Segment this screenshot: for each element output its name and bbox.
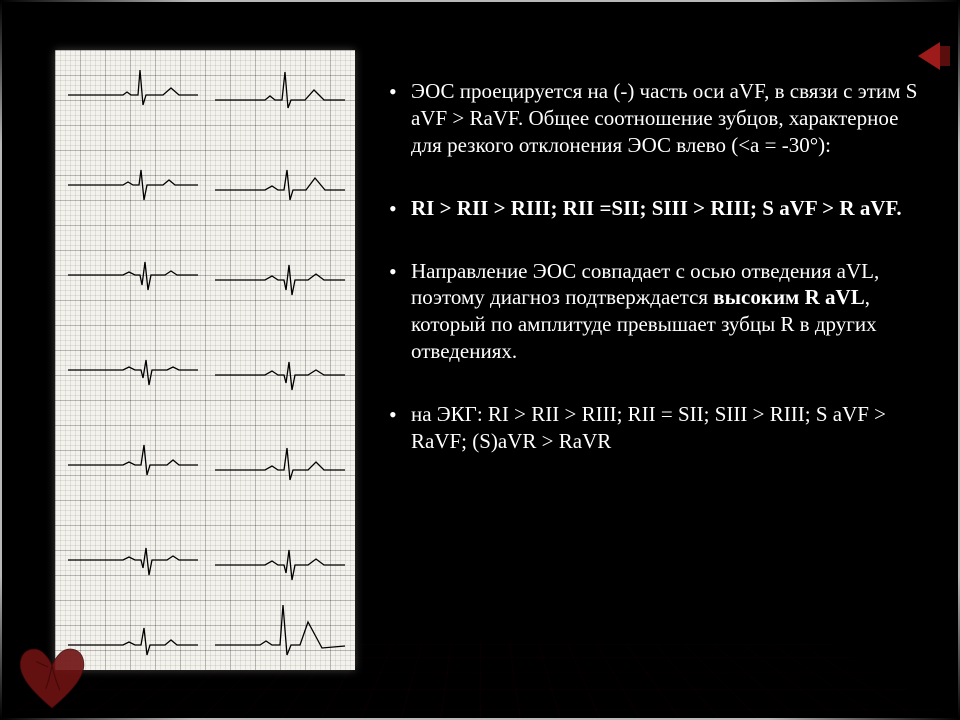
ecg-trace-left — [63, 50, 203, 670]
bullet-4-text: на ЭКГ: RI > RII > RIII; RII = SII; SIII… — [411, 402, 886, 453]
ecg-trace-right — [210, 50, 350, 670]
bullet-1-text: ЭОС проецируется на (-) часть оси aVF, в… — [411, 79, 917, 157]
slide-marker-icon — [918, 42, 940, 70]
ecg-strip-image — [55, 50, 355, 670]
slide-text-content: ЭОС проецируется на (-) часть оси aVF, в… — [385, 78, 925, 491]
bullet-4: на ЭКГ: RI > RII > RIII; RII = SII; SIII… — [385, 401, 925, 455]
bullet-3-bold: высоким R aVL — [713, 285, 864, 309]
bullet-3: Направление ЭОС совпадает с осью отведен… — [385, 258, 925, 366]
bullet-2-text: RI > RII > RIII; RII =SII; SIII > RIII; … — [411, 196, 902, 220]
bullet-1: ЭОС проецируется на (-) часть оси aVF, в… — [385, 78, 925, 159]
bullet-2: RI > RII > RIII; RII =SII; SIII > RIII; … — [385, 195, 925, 222]
heart-icon — [12, 642, 92, 712]
